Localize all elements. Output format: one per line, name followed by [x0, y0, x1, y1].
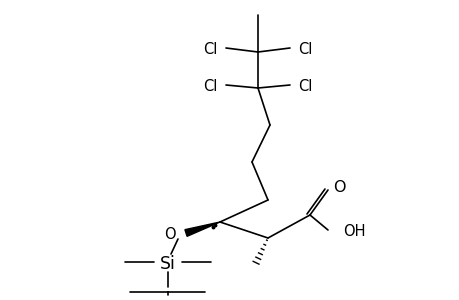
Text: Si: Si	[160, 255, 175, 273]
Polygon shape	[185, 222, 219, 236]
Text: O: O	[164, 227, 176, 242]
Text: Cl: Cl	[203, 42, 218, 57]
Text: Cl: Cl	[297, 79, 312, 94]
Text: OH: OH	[342, 224, 365, 239]
Text: Cl: Cl	[203, 79, 218, 94]
Text: Cl: Cl	[297, 42, 312, 57]
Text: O: O	[332, 180, 345, 195]
